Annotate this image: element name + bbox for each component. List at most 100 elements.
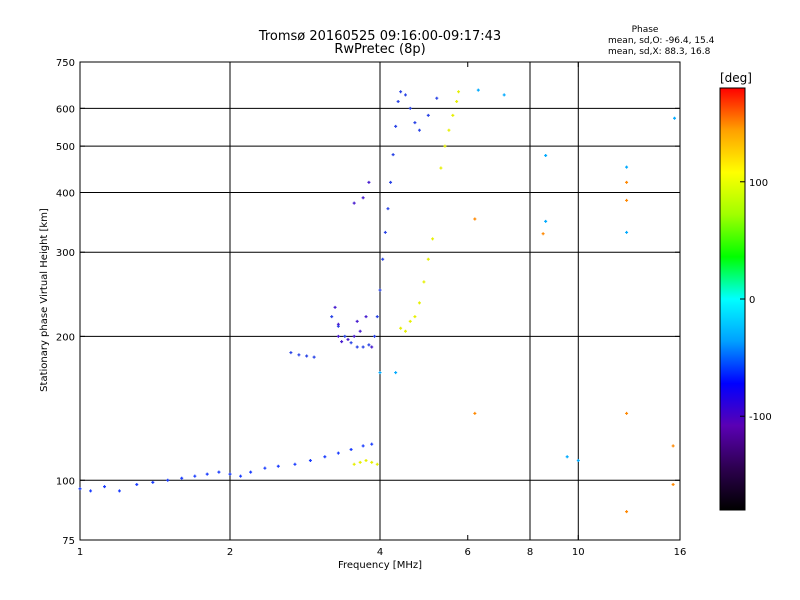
- phase-heading: Phase: [632, 25, 659, 35]
- y-tick-label: 750: [56, 58, 75, 69]
- y-axis-ticks: 75 100 200 300 400 500 600 750: [56, 58, 680, 547]
- y-tick-label: 75: [62, 536, 75, 547]
- y-axis-label: Stationary phase Virtual Height [km]: [39, 208, 50, 392]
- data-point: [349, 341, 353, 345]
- data-point: [394, 124, 398, 128]
- data-point: [373, 334, 377, 338]
- data-point: [671, 482, 675, 486]
- data-point: [358, 329, 362, 333]
- x-axis-ticks: 1 2 4 6 8 10 16: [77, 62, 687, 558]
- y-tick-label: 600: [56, 104, 75, 115]
- colorbar-tick-label: 100: [749, 178, 768, 189]
- data-point: [473, 411, 477, 415]
- data-point: [391, 153, 395, 157]
- data-point: [336, 334, 340, 338]
- chart-subtitle: RwPretec (8p): [334, 42, 425, 57]
- data-points: [78, 88, 677, 514]
- data-point: [457, 90, 461, 94]
- data-point: [180, 476, 184, 480]
- data-point: [352, 334, 356, 338]
- data-point: [166, 478, 170, 482]
- data-point: [447, 128, 451, 132]
- data-point: [358, 460, 362, 464]
- y-tick-label: 200: [56, 332, 75, 343]
- data-point: [352, 201, 356, 205]
- data-point: [378, 288, 382, 292]
- data-point: [422, 280, 426, 284]
- data-point: [443, 144, 447, 148]
- data-point: [473, 217, 477, 221]
- data-point: [312, 355, 316, 359]
- data-point: [396, 100, 400, 104]
- data-point: [293, 462, 297, 466]
- data-point: [625, 198, 629, 202]
- data-point: [355, 345, 359, 349]
- data-point: [249, 470, 253, 474]
- data-point: [625, 411, 629, 415]
- data-point: [413, 121, 417, 125]
- data-point: [378, 371, 382, 375]
- data-point: [361, 345, 365, 349]
- data-point: [565, 455, 569, 459]
- data-point: [367, 343, 371, 347]
- data-point: [370, 345, 374, 349]
- data-point: [333, 305, 337, 309]
- data-point: [625, 230, 629, 234]
- data-point: [364, 315, 368, 319]
- data-point: [370, 442, 374, 446]
- data-point: [217, 470, 221, 474]
- data-point: [389, 180, 393, 184]
- data-point: [408, 319, 412, 323]
- data-point: [297, 353, 301, 357]
- data-point: [576, 458, 580, 462]
- data-point: [367, 180, 371, 184]
- data-point: [625, 165, 629, 169]
- data-point: [89, 489, 93, 493]
- data-point: [439, 166, 443, 170]
- data-point: [263, 466, 267, 470]
- data-point: [413, 315, 417, 319]
- data-point: [403, 93, 407, 97]
- data-point: [451, 113, 455, 117]
- y-tick-label: 400: [56, 188, 75, 199]
- data-point: [228, 472, 232, 476]
- data-point: [343, 334, 347, 338]
- data-point: [417, 128, 421, 132]
- colorbar-label: [deg]: [720, 71, 752, 85]
- x-tick-label: 8: [527, 547, 533, 558]
- data-point: [426, 113, 430, 117]
- data-point: [193, 474, 197, 478]
- colorbar-tick-label: 0: [749, 295, 755, 306]
- colorbar-tick-label: -100: [749, 412, 772, 423]
- data-point: [323, 455, 327, 459]
- data-point: [476, 88, 480, 92]
- chart-title: Tromsø 20160525 09:16:00-09:17:43: [258, 29, 501, 44]
- data-point: [346, 338, 350, 342]
- data-point: [383, 230, 387, 234]
- data-point: [361, 196, 365, 200]
- data-point: [375, 315, 379, 319]
- data-point: [135, 482, 139, 486]
- data-point: [544, 154, 548, 158]
- y-tick-label: 300: [56, 248, 75, 259]
- data-point: [289, 351, 293, 355]
- data-point: [541, 232, 545, 236]
- x-tick-label: 16: [674, 547, 687, 558]
- data-point: [426, 257, 430, 261]
- data-point: [239, 474, 243, 478]
- data-point: [352, 462, 356, 466]
- data-point: [370, 460, 374, 464]
- x-tick-label: 1: [77, 547, 83, 558]
- data-point: [205, 472, 209, 476]
- x-axis-label: Frequency [MHz]: [338, 560, 422, 571]
- phase-mean-x: mean, sd,X: 88.3, 16.8: [608, 47, 711, 57]
- data-point: [103, 485, 107, 489]
- data-point: [394, 371, 398, 375]
- data-point: [276, 464, 280, 468]
- data-point: [375, 462, 379, 466]
- data-point: [408, 106, 412, 110]
- data-point: [305, 354, 309, 358]
- data-point: [625, 180, 629, 184]
- x-tick-label: 4: [377, 547, 383, 558]
- data-point: [399, 326, 403, 330]
